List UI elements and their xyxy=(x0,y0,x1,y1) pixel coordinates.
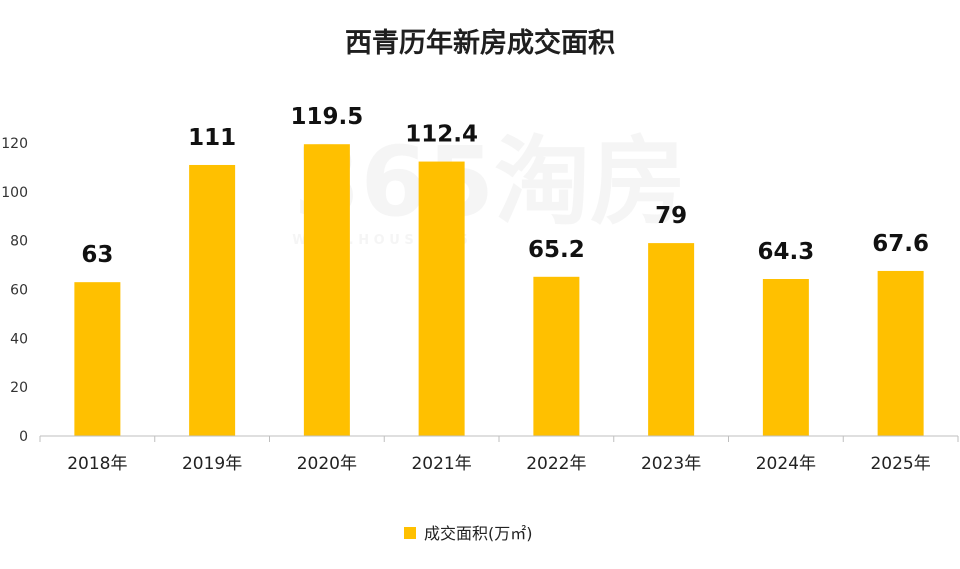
data-label: 63 xyxy=(81,242,113,268)
bar xyxy=(762,279,809,436)
x-category-label: 2023年 xyxy=(641,454,701,474)
y-tick-label: 60 xyxy=(10,283,28,299)
data-label: 67.6 xyxy=(872,231,929,257)
legend: 成交面积(万㎡) xyxy=(404,524,533,543)
watermark: 365淘房 W W W . H O U S E 3 6 5 xyxy=(292,126,686,248)
y-tick-label: 80 xyxy=(10,234,28,250)
bar xyxy=(189,164,236,436)
bar xyxy=(303,144,350,437)
legend-swatch xyxy=(404,527,416,539)
chart-title: 西青历年新房成交面积 xyxy=(345,27,615,59)
x-category-label: 2024年 xyxy=(756,454,816,474)
x-category-label: 2025年 xyxy=(870,454,930,474)
y-tick-label: 40 xyxy=(10,331,28,347)
data-label: 65.2 xyxy=(528,237,585,263)
data-label: 79 xyxy=(655,203,687,229)
bar xyxy=(533,276,580,436)
x-category-label: 2018年 xyxy=(67,454,127,474)
data-labels: 63 111 119.5 112.4 65.2 79 64.3 67.6 xyxy=(81,104,929,268)
y-axis: 0 20 40 60 80 100 120 xyxy=(1,136,28,445)
bar xyxy=(877,270,924,436)
x-category-label: 2022年 xyxy=(526,454,586,474)
data-label: 64.3 xyxy=(758,239,815,265)
y-tick-label: 100 xyxy=(1,185,28,201)
x-category-label: 2021年 xyxy=(411,454,471,474)
x-category-label: 2020年 xyxy=(297,454,357,474)
x-category-label: 2019年 xyxy=(182,454,242,474)
data-label: 119.5 xyxy=(290,104,363,130)
y-tick-label: 120 xyxy=(1,136,28,152)
data-label: 112.4 xyxy=(405,122,478,148)
bar xyxy=(648,243,695,436)
bar xyxy=(418,161,465,436)
y-tick-label: 0 xyxy=(19,429,28,445)
x-axis: 2018年 2019年 2020年 2021年 2022年 2023年 2024年 2025年 xyxy=(39,435,959,474)
bar-series xyxy=(74,144,924,437)
bar xyxy=(74,282,121,436)
data-label: 111 xyxy=(188,125,236,151)
y-tick-label: 20 xyxy=(10,380,28,396)
watermark-logo-text: 365淘房 xyxy=(294,126,686,238)
legend-label: 成交面积(万㎡) xyxy=(424,524,533,543)
